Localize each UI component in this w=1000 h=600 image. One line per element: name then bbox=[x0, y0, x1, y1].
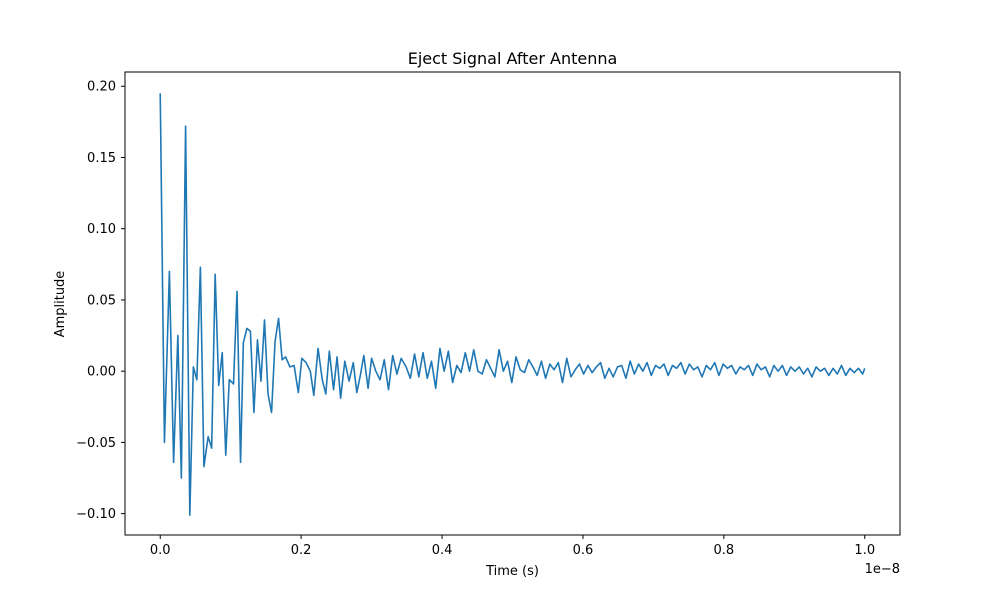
series-line-0 bbox=[159, 93, 866, 516]
y-tick-label: −0.05 bbox=[76, 436, 116, 451]
y-tick-label: 0.10 bbox=[87, 222, 116, 237]
x-tick-label: 1.0 bbox=[854, 543, 875, 558]
y-tick-label: −0.10 bbox=[76, 507, 116, 522]
chart-title: Eject Signal After Antenna bbox=[408, 49, 618, 68]
y-tick-label: 0.15 bbox=[87, 151, 116, 166]
x-tick-label: 0.0 bbox=[150, 543, 171, 558]
plot-area: 0.0 0.2 0.4 0.6 0.8 1.0 −0.10 −0.05 0.00 0.05 0.10… bbox=[76, 71, 901, 558]
axes-frame bbox=[124, 71, 901, 536]
y-axis-label: Amplitude bbox=[53, 271, 68, 338]
y-tick-label: 0.05 bbox=[87, 293, 116, 308]
x-tick-label: 0.2 bbox=[291, 543, 312, 558]
x-axis-label: Time (s) bbox=[485, 564, 539, 579]
y-tick-label: 0.00 bbox=[87, 365, 116, 380]
y-tick-label: 0.20 bbox=[87, 80, 116, 95]
x-tick-label: 0.6 bbox=[573, 543, 594, 558]
x-tick-label: 0.8 bbox=[714, 543, 735, 558]
x-tick-label: 0.4 bbox=[432, 543, 453, 558]
x-axis-offset-label: 1e−8 bbox=[865, 562, 900, 577]
